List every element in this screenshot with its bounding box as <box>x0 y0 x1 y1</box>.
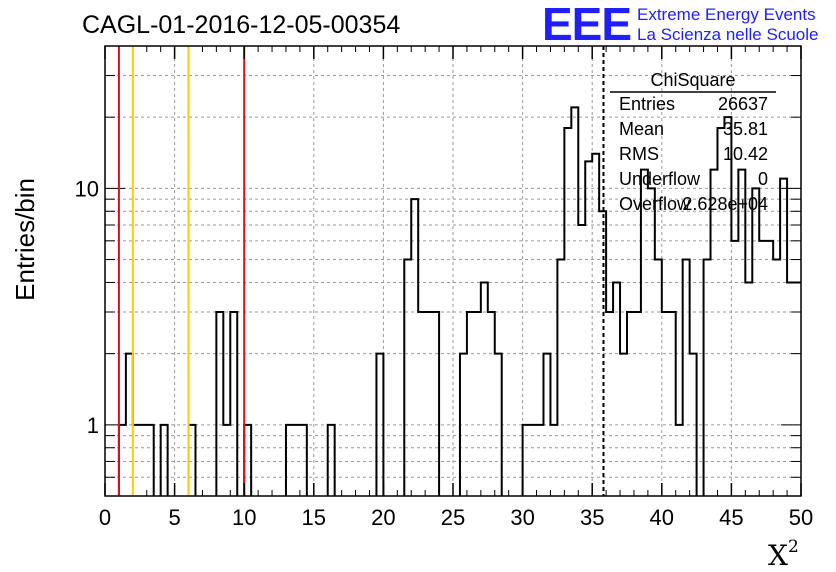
x-axis-title-base: X <box>768 539 788 572</box>
stats-value: 35.81 <box>723 119 768 139</box>
logo-line-2: La Scienza nelle Scuole <box>637 25 818 44</box>
x-tick-label: 20 <box>371 505 395 530</box>
stats-label: Mean <box>619 119 664 139</box>
stats-label: Overflow <box>619 194 691 214</box>
stats-name: ChiSquare <box>650 70 735 90</box>
x-tick-label: 40 <box>650 505 674 530</box>
y-tick-label: 10 <box>75 176 99 201</box>
stats-label: RMS <box>619 144 659 164</box>
reference-lines <box>117 46 605 496</box>
chart-title: CAGL-01-2016-12-05-00354 <box>82 11 400 39</box>
x-tick-label: 0 <box>99 505 111 530</box>
grid-lines <box>105 46 801 496</box>
x-tick-label: 10 <box>232 505 256 530</box>
stats-label: Underflow <box>619 169 701 189</box>
y-axis-ticks: 1 10 <box>75 176 99 437</box>
x-tick-label: 30 <box>510 505 534 530</box>
y-tick-label: 1 <box>87 413 99 438</box>
x-tick-label: 35 <box>580 505 604 530</box>
x-tick-label: 50 <box>789 505 813 530</box>
x-axis-title: X2 <box>768 537 799 572</box>
x-tick-label: 5 <box>168 505 180 530</box>
eee-logo: EEE Extreme Energy Events La Scienza nel… <box>542 0 818 50</box>
stats-label: Entries <box>619 94 675 114</box>
x-axis-ticks: 0 5 10 15 20 25 30 35 40 45 50 <box>99 46 813 530</box>
stats-value: 10.42 <box>723 144 768 164</box>
stats-value: 2.628e+04 <box>682 194 768 214</box>
stats-box: ChiSquare Entries 26637 Mean 35.81 RMS 10.42 U… <box>610 70 776 214</box>
logo-line-1: Extreme Energy Events <box>637 5 816 24</box>
x-tick-label: 45 <box>719 505 743 530</box>
x-tick-label: 15 <box>302 505 326 530</box>
histogram-step-line <box>117 106 801 496</box>
stats-value: 26637 <box>718 94 768 114</box>
x-axis-title-superscript: 2 <box>788 537 799 557</box>
x-tick-label: 25 <box>441 505 465 530</box>
y-axis-title: Entries/bin <box>10 178 40 301</box>
logo-mark: EEE <box>542 0 631 50</box>
stats-value: 0 <box>758 169 768 189</box>
